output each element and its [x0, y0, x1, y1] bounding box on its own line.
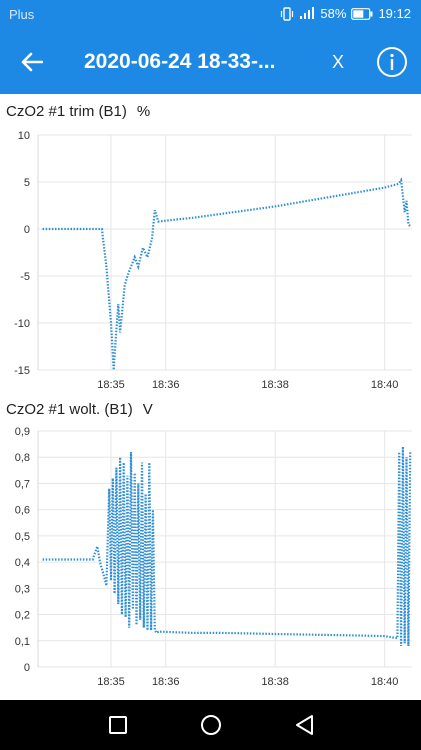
plot-grid [38, 134, 412, 371]
back-button[interactable] [14, 44, 50, 80]
y-tick-label: 0,6 [15, 505, 30, 517]
chart-trim: 10 5 0 -5 -10 -15 18:35 18:36 18:38 18:40 [14, 130, 412, 391]
chart-2-unit: V [142, 401, 153, 418]
x-tick-label: 18:35 [97, 676, 125, 688]
system-nav-bar [0, 700, 421, 750]
chart-1-unit: % [136, 103, 151, 120]
info-circle-icon [377, 47, 407, 77]
chart-2-title-text: CzO2 #1 wolt. (B1) [6, 401, 133, 418]
close-button[interactable]: X [331, 52, 344, 72]
x-tick-label: 18:40 [371, 676, 399, 688]
chart-voltage: 0,9 0,8 0,7 0,6 0,5 0,4 0,3 0,2 0,1 0 18:35 18:36 18… [15, 426, 412, 688]
x-tick-label: 18:40 [371, 379, 399, 391]
y-tick-label: 0,7 [15, 478, 30, 490]
info-button[interactable] [376, 46, 408, 78]
carrier-label: Plus [9, 7, 35, 22]
series-line [42, 177, 411, 371]
y-tick-label: 0 [24, 662, 30, 674]
clock: 19:12 [378, 6, 411, 21]
recents-button[interactable] [105, 712, 131, 738]
y-tick-label: -5 [20, 271, 30, 283]
arrow-left-icon [21, 52, 43, 72]
chart-1-title: CzO2 #1 trim (B1)% [6, 103, 150, 120]
signal-icon [299, 7, 315, 20]
app-bar: 2020-06-24 18-33-... X [0, 30, 421, 94]
home-button[interactable] [198, 712, 224, 738]
y-tick-label: 0,4 [15, 557, 30, 569]
x-tick-label: 18:35 [97, 379, 125, 391]
y-tick-label: 0,1 [15, 636, 30, 648]
x-tick-label: 18:38 [261, 379, 289, 391]
battery-percent: 58% [320, 6, 347, 21]
y-tick-label: 0,2 [15, 610, 30, 622]
x-tick-label: 18:36 [152, 379, 180, 391]
y-tick-label: -10 [14, 318, 30, 330]
y-tick-label: 5 [24, 177, 30, 189]
square-icon [109, 716, 127, 734]
status-icons: 58% 19:12 [280, 6, 411, 21]
series-line [42, 446, 412, 647]
circle-icon [201, 715, 221, 735]
vibrate-icon [280, 6, 294, 21]
x-tick-label: 18:38 [261, 676, 289, 688]
nav-back-button[interactable] [292, 712, 318, 738]
y-tick-label: 0,3 [15, 583, 30, 595]
page-title: 2020-06-24 18-33-... [84, 50, 276, 73]
battery-icon [351, 7, 373, 20]
x-tick-label: 18:36 [152, 676, 180, 688]
plot-grid [38, 430, 412, 668]
y-tick-label: -15 [14, 365, 30, 377]
y-tick-label: 0,8 [15, 452, 30, 464]
chart-1-title-text: CzO2 #1 trim (B1) [6, 103, 127, 120]
chart-2-title: CzO2 #1 wolt. (B1) V [6, 401, 153, 418]
triangle-back-icon [296, 715, 313, 735]
y-tick-label: 0,9 [15, 426, 30, 438]
y-tick-label: 0 [24, 224, 30, 236]
status-bar: Plus 58% 19:12 [0, 0, 421, 30]
y-tick-label: 0,5 [15, 531, 30, 543]
y-tick-label: 10 [18, 130, 30, 142]
